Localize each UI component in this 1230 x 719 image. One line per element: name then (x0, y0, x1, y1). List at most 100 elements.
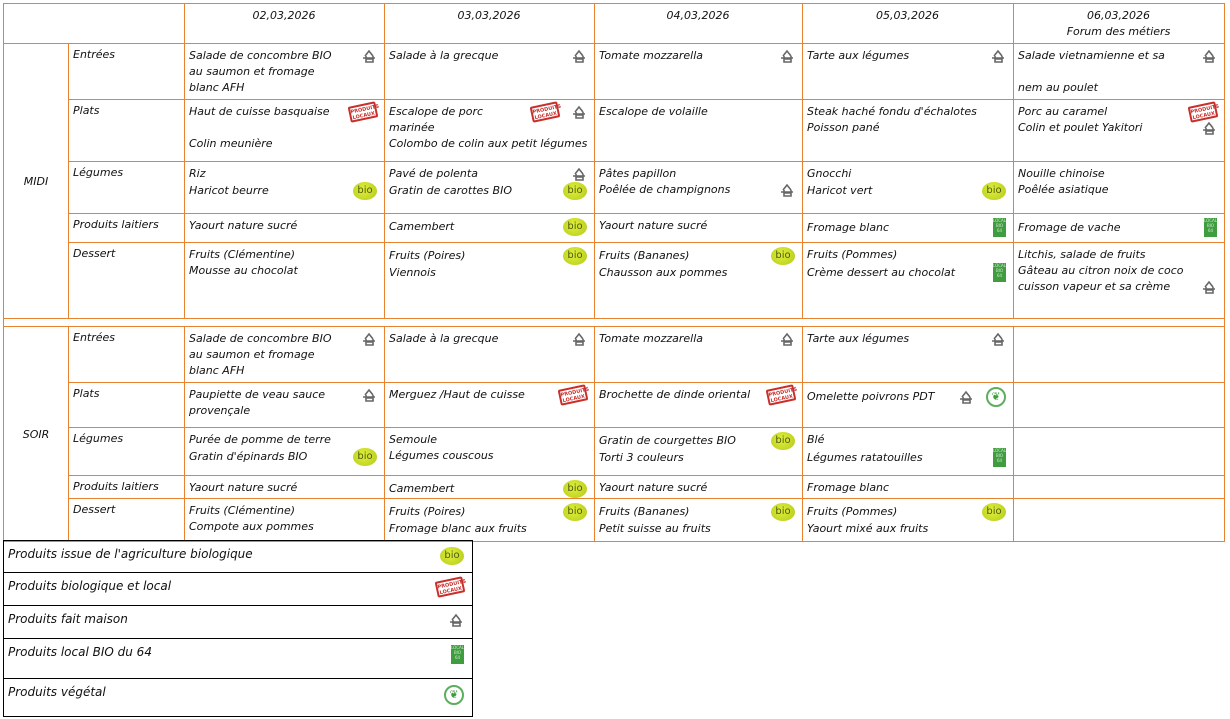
menu-cell: Nouille chinoise Poêlée asiatique (1013, 161, 1225, 214)
dish-line: Tarte aux légumes (807, 331, 1008, 347)
dish-name: cuisson vapeur et sa crème (1018, 280, 1171, 293)
dish-line: Gratin de carottes BIO bio (389, 182, 589, 200)
dish-name: Yaourt nature sucré (189, 219, 298, 232)
menu-cell: Semoule Légumes couscous (384, 427, 595, 476)
day-header: 04,03,2026 (594, 3, 803, 44)
menu-table: 02,03,2026 03,03,2026 04,03,2026 05,03,2026… (3, 3, 1225, 542)
produits-locaux-stamp-icon: PRODUITS LOCAUX (434, 576, 467, 598)
menu-cell: Steak haché fondu d'échalotes Poisson pan… (802, 99, 1014, 162)
dish-line: Purée de pomme de terre (189, 432, 379, 448)
menu-cell: Fruits (Clémentine) Compote aux pommes (184, 498, 385, 542)
dish-line (189, 120, 379, 136)
menu-cell: Salade à la grecque (384, 326, 595, 383)
bio-label-icon: bio (440, 547, 464, 565)
dish-line: Fruits (Poires) bio (389, 247, 589, 265)
menu-cell: Salade vietnamienne et sa nem au poulet (1013, 43, 1225, 100)
dish-name: Haricot beurre (189, 184, 269, 197)
dish-line: Poêlée de champignons (599, 182, 797, 198)
dish-name: Fruits (Bananes) (599, 249, 690, 262)
dish-line: blanc AFH (189, 363, 379, 379)
day-date: 06,03,2026 (1087, 9, 1150, 22)
dish-name: Yaourt nature sucré (189, 481, 298, 494)
header-row: 02,03,2026 03,03,2026 04,03,2026 05,03,2026… (3, 3, 1225, 44)
menu-cell: Riz Haricot beurre bio (184, 161, 385, 214)
dish-line: Yaourt nature sucré (189, 480, 379, 496)
dish-name: Salade de concombre BIO (189, 49, 332, 62)
dish-name: Porc au caramel (1018, 105, 1108, 118)
legend-label: Produits issue de l'agriculture biologiq… (3, 540, 420, 573)
dish-line: Pavé de polenta (389, 166, 589, 182)
dish-name: Salade de concombre BIO (189, 332, 332, 345)
dish-line: Yaourt nature sucré (599, 480, 797, 496)
day-header: 05,03,2026 (802, 3, 1014, 44)
dish-line: Légumes ratatouilles LOCAL BIO 64 (807, 448, 1008, 467)
menu-cell: Fruits (Poires) bio Viennois (384, 242, 595, 319)
local-64-label-icon: LOCAL BIO 64 (451, 645, 464, 664)
dish-name: Fruits (Pommes) (807, 505, 898, 518)
course-label: Légumes (68, 161, 185, 214)
menu-cell (1013, 382, 1225, 428)
dish-name: Fromage blanc aux fruits (389, 522, 527, 535)
day-date: 04,03,2026 (666, 9, 730, 22)
produits-locaux-stamp-icon: PRODUITS LOCAUX (557, 384, 590, 406)
dish-name: Compote aux pommes (189, 520, 314, 533)
course-label: Légumes (68, 427, 185, 476)
menu-cell: Tomate mozzarella (594, 43, 803, 100)
dish-name: Fromage blanc (807, 220, 890, 234)
dish-line: Riz (189, 166, 379, 182)
dish-name: Fruits (Pommes) (807, 248, 898, 261)
dish-name: Fruits (Clémentine) (189, 504, 296, 517)
dish-name: Litchis, salade de fruits (1018, 248, 1146, 261)
dish-name: Fruits (Bananes) (599, 505, 690, 518)
course-label: Plats (68, 99, 185, 162)
course-row: MIDI Entrées Salade de concombre BIO au sau… (3, 43, 1225, 319)
menu-cell (1013, 475, 1225, 499)
meal-label: SOIR (3, 326, 69, 542)
legend-icon-cell: ❦ (420, 678, 473, 717)
menu-cell: Paupiette de veau sauce provençale (184, 382, 385, 428)
dish-line: Torti 3 couleurs (599, 450, 797, 466)
course-row: Dessert Fruits (Clémentine) Mousse au choc… (4, 242, 1225, 319)
legend-table: Produits issue de l'agriculture biologiq… (3, 540, 473, 717)
dish-line: Fruits (Pommes) bio (807, 503, 1008, 521)
legend-icon-cell: LOCAL BIO 64 (420, 638, 473, 679)
house-icon (571, 104, 587, 120)
dish-name: Colin et poulet Yakitori (1018, 121, 1143, 134)
dish-name: Salade à la grecque (389, 332, 499, 345)
bio-label-icon: bio (771, 503, 795, 521)
menu-cell: Salade à la grecque (384, 43, 595, 100)
dish-name: Gratin d'épinards BIO (189, 450, 308, 463)
menu-cell: Brochette de dinde oriental PRODUITS LOCAU… (594, 382, 803, 428)
dish-name: au saumon et fromage (189, 348, 315, 361)
dish-name: Mousse au chocolat (189, 264, 298, 277)
dish-name: Salade à la grecque (389, 49, 499, 62)
dish-icons: PRODUITS LOCAUX (347, 101, 380, 123)
menu-cell: Purée de pomme de terre Gratin d'épinards… (184, 427, 385, 476)
dish-name: Brochette de dinde oriental (599, 388, 751, 401)
dish-name: Gâteau au citron noix de coco (1018, 264, 1184, 277)
dish-icons: LOCAL BIO 64 (1204, 218, 1217, 237)
dish-line: Fruits (Bananes) bio (599, 503, 797, 521)
dish-name: Légumes ratatouilles (807, 450, 923, 464)
dish-line: Légumes couscous (389, 448, 589, 464)
dish-line: Fromage blanc LOCAL BIO 64 (807, 218, 1008, 237)
menu-cell: Pâtes papillon Poêlée de champignons (594, 161, 803, 214)
menu-cell: Haut de cuisse basquaise PRODUITS LOCAUX Co… (184, 99, 385, 162)
dish-line: Tarte aux légumes (807, 48, 1008, 64)
legend-icon-cell: bio (420, 540, 473, 573)
house-icon (361, 331, 377, 347)
dish-line: Yaourt nature sucré (599, 218, 797, 234)
dish-line: Fruits (Clémentine) (189, 503, 379, 519)
dish-name: Paupiette de veau sauce (189, 388, 326, 401)
dish-icons: LOCAL BIO 64 (993, 448, 1006, 467)
dish-line: Omelette poivrons PDT ❦ (807, 387, 1008, 407)
dish-icons: bio (563, 503, 587, 521)
dish-name: Steak haché fondu d'échalotes (807, 105, 977, 118)
dish-line: Fromage blanc (807, 480, 1008, 496)
dish-icons (1201, 120, 1217, 136)
dish-line: nem au poulet (1018, 80, 1219, 96)
dish-icons: PRODUITS LOCAUX (529, 101, 587, 123)
legend-label: Produits biologique et local (3, 572, 420, 606)
menu-cell: Escalope de volaille (594, 99, 803, 162)
dish-icons: LOCAL BIO 64 (993, 218, 1006, 237)
